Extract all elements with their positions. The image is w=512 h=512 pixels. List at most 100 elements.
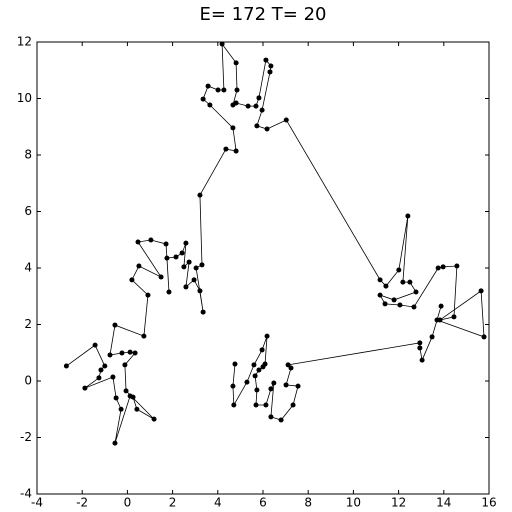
x-tick-label: 16 — [481, 496, 496, 510]
x-tick-label: 2 — [169, 496, 177, 510]
y-tick-label: 2 — [24, 317, 32, 331]
point — [166, 289, 172, 295]
point — [200, 309, 206, 315]
point — [130, 394, 136, 400]
point — [254, 387, 260, 393]
point — [264, 126, 270, 132]
point — [122, 362, 128, 368]
point — [259, 347, 265, 353]
point — [136, 263, 142, 269]
point — [253, 402, 259, 408]
point — [158, 274, 164, 280]
point — [435, 265, 441, 271]
point — [417, 345, 423, 351]
point — [271, 380, 277, 386]
point — [119, 350, 125, 356]
point — [233, 100, 239, 106]
point — [256, 367, 262, 373]
point — [451, 314, 457, 320]
point — [278, 417, 284, 423]
point — [263, 57, 269, 63]
point — [200, 96, 206, 102]
point — [123, 388, 129, 394]
point — [219, 41, 225, 47]
x-tick-label: 12 — [391, 496, 406, 510]
point — [199, 262, 205, 268]
point — [267, 69, 273, 75]
point — [191, 277, 197, 283]
point — [215, 87, 221, 93]
x-tick-label: 4 — [214, 496, 222, 510]
point — [285, 362, 291, 368]
point — [207, 102, 213, 108]
point — [440, 264, 446, 270]
point — [295, 383, 301, 389]
point — [396, 267, 402, 273]
point — [134, 406, 140, 412]
point — [181, 264, 187, 270]
y-tick-label: -4 — [20, 487, 32, 501]
point — [405, 213, 411, 219]
point — [186, 259, 192, 265]
point — [377, 277, 383, 283]
point — [193, 265, 199, 271]
point — [417, 340, 423, 346]
y-tick-label: 12 — [17, 35, 32, 49]
point — [63, 363, 69, 369]
point — [183, 284, 189, 290]
x-tick-label: 14 — [436, 496, 451, 510]
x-tick-label: 6 — [259, 496, 267, 510]
point — [288, 365, 294, 371]
point — [145, 292, 151, 298]
x-tick-label: -2 — [76, 496, 88, 510]
point — [113, 395, 119, 401]
point — [245, 103, 251, 109]
x-tick-label: 8 — [304, 496, 312, 510]
point — [252, 373, 258, 379]
point — [112, 440, 118, 446]
y-tick-label: 8 — [24, 148, 32, 162]
point — [163, 241, 169, 247]
y-tick-label: 0 — [24, 374, 32, 388]
point — [233, 60, 239, 66]
point — [92, 342, 98, 348]
point — [382, 301, 388, 307]
point — [283, 382, 289, 388]
point — [230, 125, 236, 131]
point — [263, 402, 269, 408]
point — [164, 255, 170, 261]
point — [110, 374, 116, 380]
point — [264, 333, 270, 339]
point — [256, 95, 262, 101]
point — [151, 416, 157, 422]
point — [259, 107, 265, 113]
point — [223, 146, 229, 152]
point — [400, 279, 406, 285]
point — [397, 302, 403, 308]
point — [129, 277, 135, 283]
point — [244, 379, 250, 385]
point — [230, 383, 236, 389]
point — [183, 240, 189, 246]
point — [283, 117, 289, 123]
point — [233, 148, 239, 154]
point — [132, 350, 138, 356]
point — [429, 334, 435, 340]
point — [197, 192, 203, 198]
point — [268, 414, 274, 420]
point — [262, 361, 268, 367]
point — [478, 288, 484, 294]
point — [383, 283, 389, 289]
point — [112, 322, 118, 328]
y-tick-label: 6 — [24, 204, 32, 218]
point — [118, 406, 124, 412]
point — [290, 402, 296, 408]
point — [413, 289, 419, 295]
point — [268, 63, 274, 69]
y-tick-label: 10 — [17, 91, 32, 105]
point — [407, 279, 413, 285]
point — [148, 237, 154, 243]
point — [434, 317, 440, 323]
point — [197, 288, 203, 294]
point — [205, 83, 211, 89]
